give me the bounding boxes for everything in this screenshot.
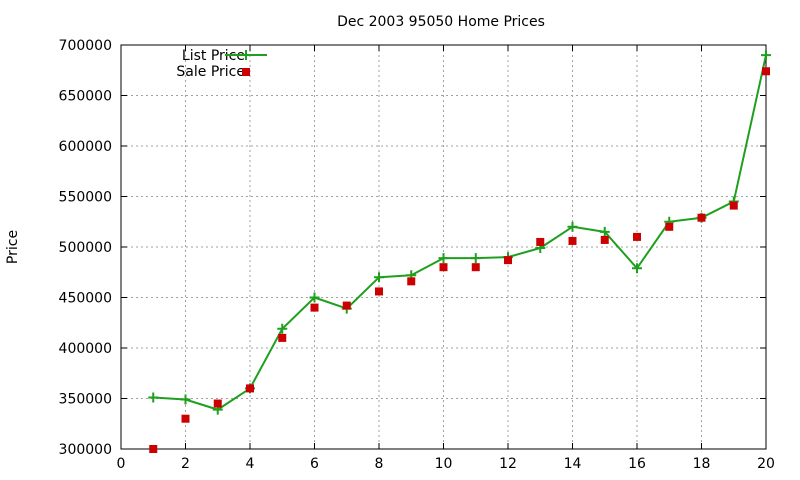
data-point-square (181, 414, 190, 423)
x-tick-label: 16 (628, 456, 646, 472)
series-line (153, 54, 767, 411)
data-point-square (568, 236, 577, 245)
data-point-square (536, 237, 545, 246)
y-tick-label: 700000 (59, 38, 112, 54)
data-point-square (633, 232, 641, 241)
x-tick-label: 18 (693, 456, 711, 472)
x-axis-ticks: 0 2 4 6 8 10 12 14 16 18 20 (117, 45, 775, 472)
grid-lines (121, 45, 766, 449)
x-tick-label: 0 (117, 456, 126, 472)
x-tick-label: 4 (246, 456, 255, 472)
x-tick-label: 10 (435, 456, 453, 472)
data-point-square (600, 235, 609, 244)
y-axis-ticks: 300000 350000 400000 450000 500000 550000 6000… (59, 38, 766, 458)
data-point-square (246, 384, 254, 393)
legend-label-sale-price: Sale Price (176, 64, 245, 80)
legend-marker-sale-price (242, 68, 250, 76)
data-point-square (149, 445, 158, 453)
y-tick-label: 650000 (59, 89, 112, 105)
data-series (148, 50, 771, 453)
x-tick-label: 2 (181, 456, 190, 472)
legend: List Price Sale Price (176, 48, 267, 80)
data-point-plus (374, 272, 384, 283)
data-point-plus (438, 253, 449, 264)
data-point-plus (599, 226, 610, 237)
y-tick-label: 400000 (59, 341, 112, 357)
data-point-plus (470, 253, 481, 264)
data-point-square (342, 301, 351, 310)
data-point-plus (180, 394, 191, 405)
x-tick-label: 14 (564, 456, 582, 472)
y-axis-label: Price (5, 230, 21, 264)
series-0 (148, 50, 771, 415)
y-tick-label: 300000 (59, 442, 112, 458)
legend-marker-list-price (241, 50, 251, 60)
data-point-plus (567, 221, 578, 232)
x-tick-label: 12 (499, 456, 517, 472)
x-tick-label: 6 (310, 456, 319, 472)
series-1 (149, 67, 770, 453)
data-point-square (375, 287, 383, 296)
data-point-square (310, 303, 319, 312)
data-point-plus (277, 323, 288, 334)
data-point-plus (761, 50, 771, 61)
data-point-square (729, 201, 738, 210)
data-point-square (278, 333, 287, 342)
y-tick-label: 500000 (59, 240, 112, 256)
plot-area-frame (120, 44, 767, 450)
y-tick-label: 600000 (59, 139, 112, 155)
data-point-plus (309, 292, 320, 303)
legend-label-list-price: List Price (182, 48, 245, 64)
x-tick-label: 8 (375, 456, 384, 472)
data-point-square (471, 263, 480, 272)
data-point-square (504, 256, 512, 265)
data-point-plus (148, 392, 159, 403)
x-tick-label: 20 (757, 456, 775, 472)
y-tick-label: 350000 (59, 392, 112, 408)
data-point-square (439, 263, 448, 272)
data-point-square (213, 399, 222, 408)
data-point-plus (632, 263, 642, 274)
y-tick-label: 450000 (59, 291, 112, 307)
chart-title: Dec 2003 95050 Home Prices (337, 14, 545, 30)
y-tick-label: 550000 (59, 190, 112, 206)
data-point-square (665, 222, 674, 231)
data-point-square (697, 213, 706, 222)
data-point-square (407, 277, 416, 286)
data-point-square (762, 67, 770, 76)
